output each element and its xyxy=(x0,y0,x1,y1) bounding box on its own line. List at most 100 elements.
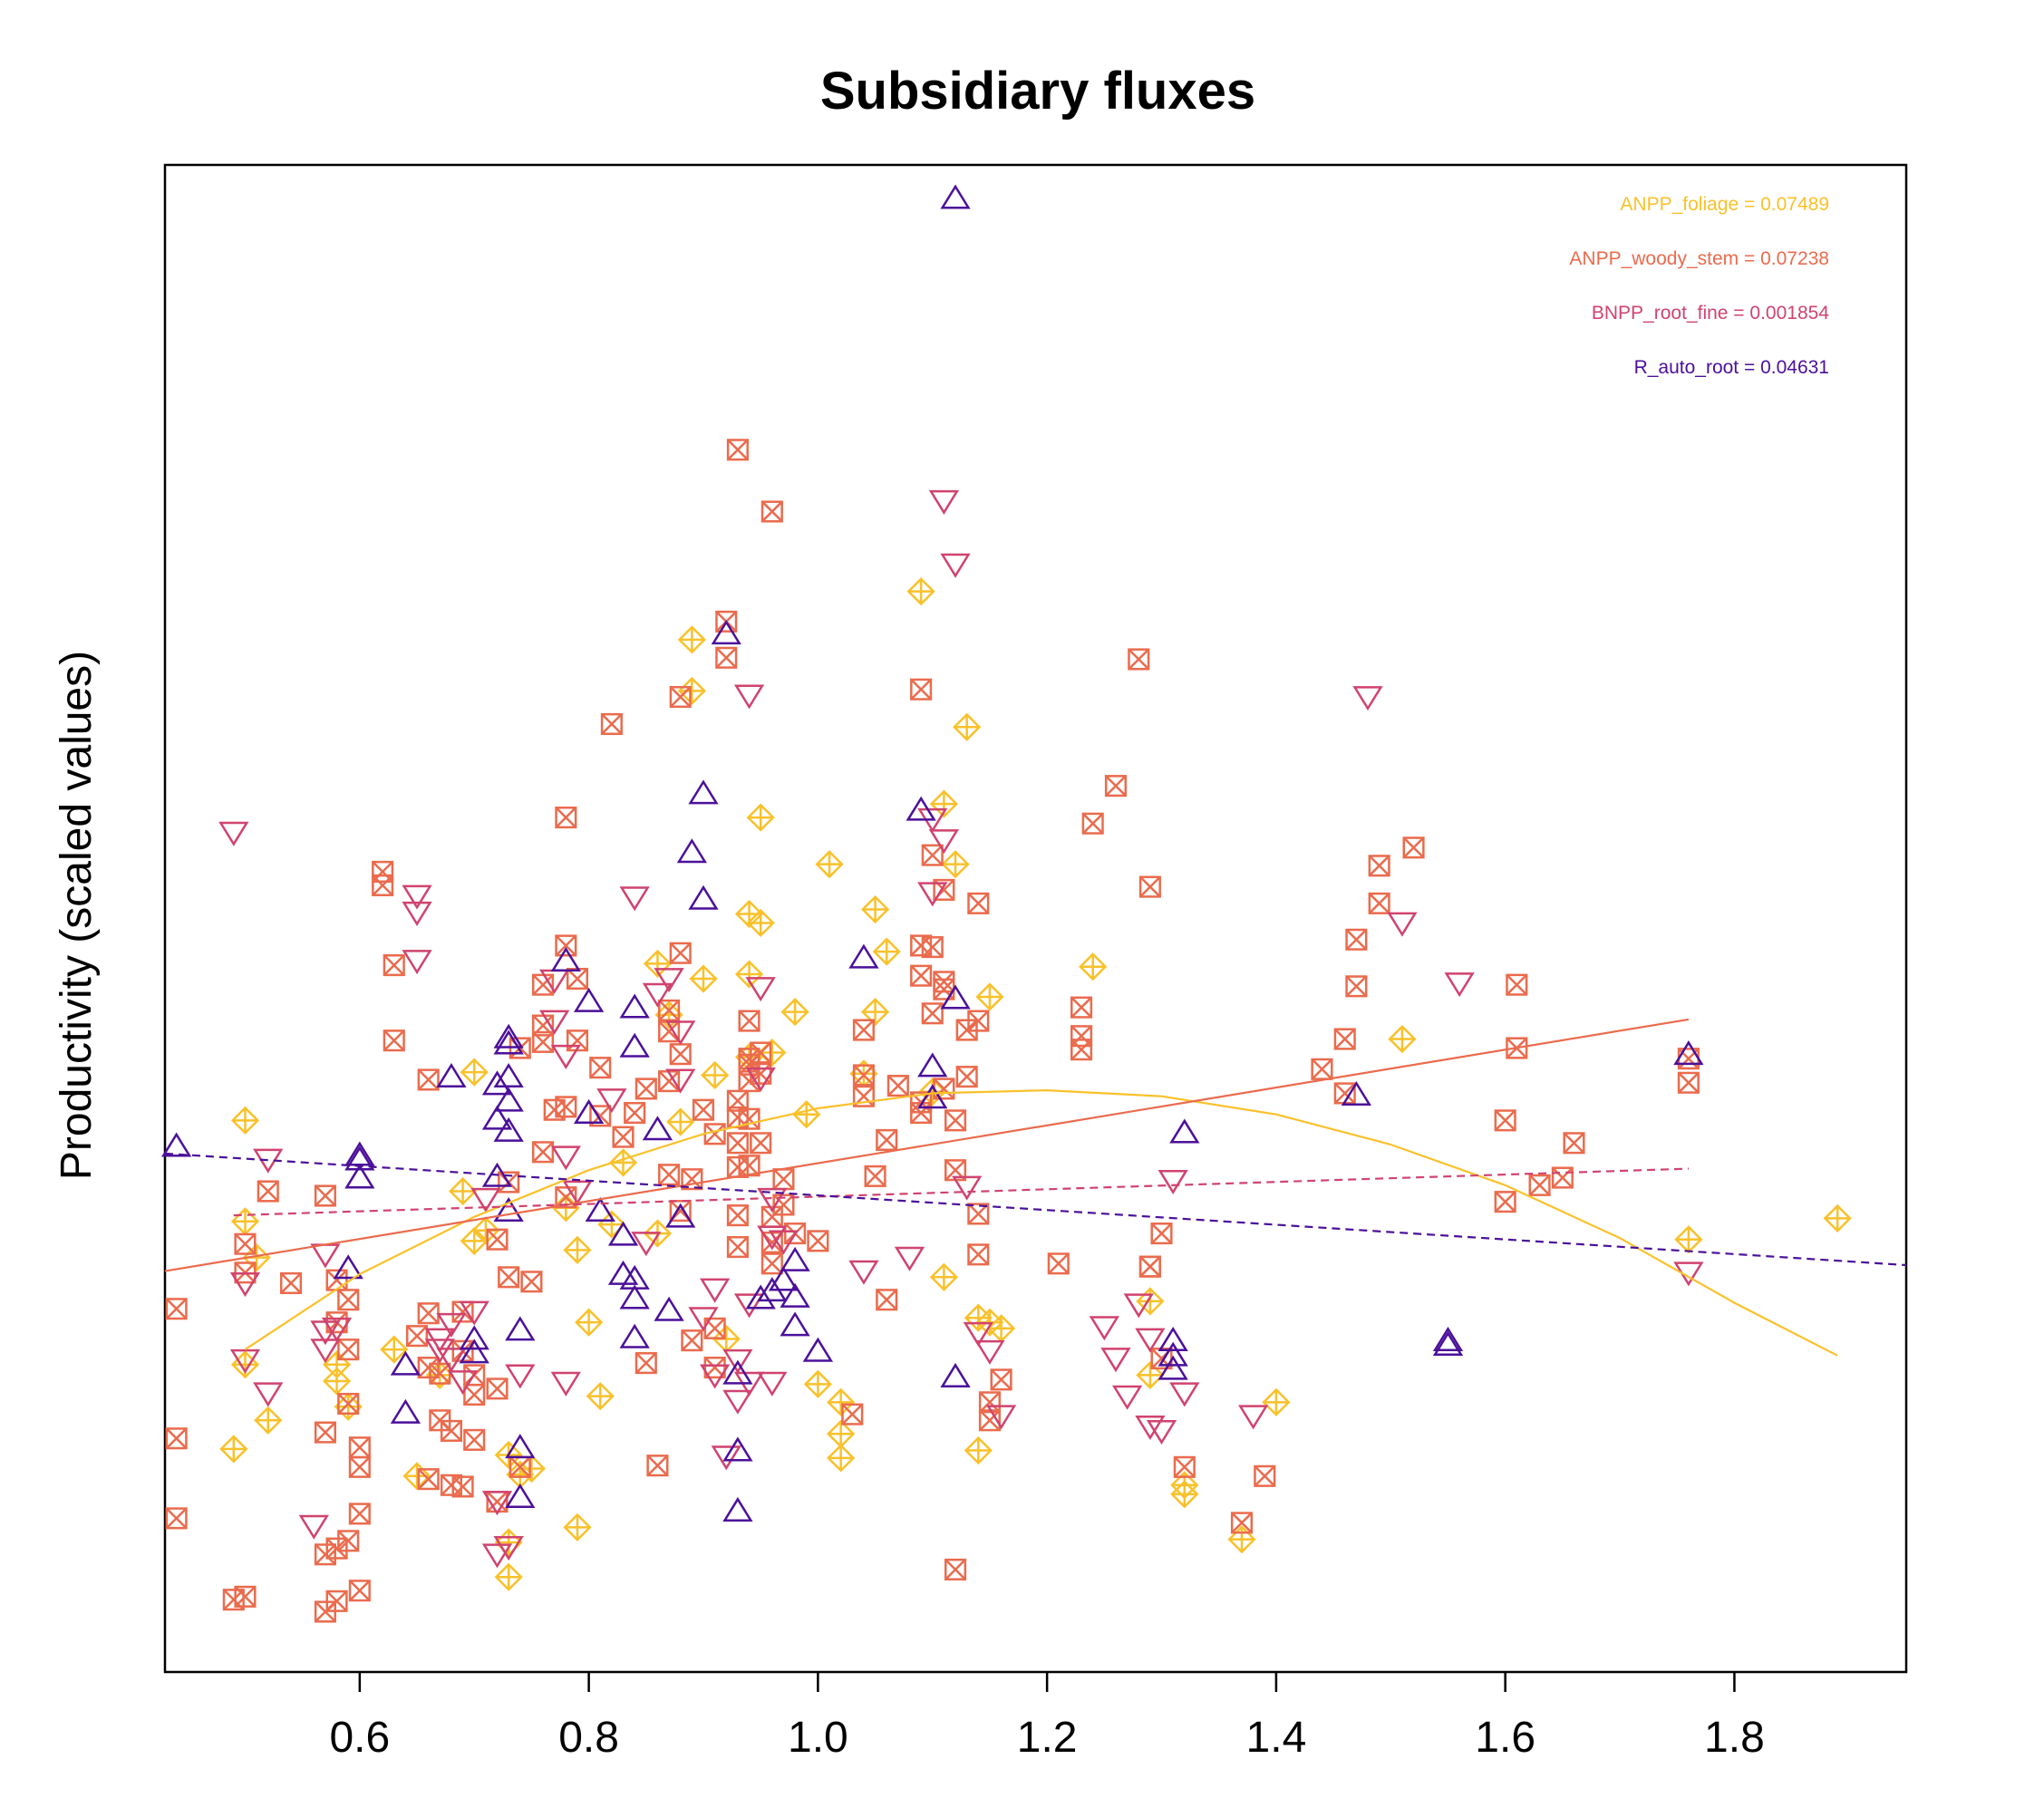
data-point xyxy=(967,892,990,914)
data-point xyxy=(481,1491,513,1516)
data-point xyxy=(562,1180,593,1205)
plot-frame xyxy=(163,163,1908,1674)
data-point xyxy=(1158,1341,1188,1367)
data-point xyxy=(505,1364,536,1389)
data-point xyxy=(906,796,936,821)
data-point xyxy=(929,1262,958,1291)
data-point xyxy=(344,1145,375,1171)
data-point xyxy=(1150,1223,1173,1245)
data-point xyxy=(1368,855,1390,877)
data-point xyxy=(481,1543,513,1569)
data-point xyxy=(402,950,432,975)
data-point xyxy=(493,1197,524,1223)
data-point xyxy=(1262,1387,1291,1416)
data-point xyxy=(699,1278,731,1303)
data-point xyxy=(940,553,971,578)
data-point xyxy=(337,1392,360,1416)
data-point xyxy=(405,1325,429,1348)
data-point xyxy=(876,1289,898,1311)
data-point xyxy=(1352,686,1383,711)
data-point xyxy=(827,1444,856,1473)
data-point xyxy=(848,943,879,969)
data-point xyxy=(619,1284,650,1310)
x-tick-label: 0.6 xyxy=(329,1714,390,1762)
data-point xyxy=(726,1235,749,1259)
data-point xyxy=(1158,1169,1188,1194)
data-point xyxy=(1333,1028,1356,1050)
data-point xyxy=(1494,1191,1516,1213)
data-point xyxy=(940,1362,971,1387)
data-point xyxy=(635,1078,657,1100)
data-point xyxy=(1146,1420,1177,1445)
data-point xyxy=(940,184,971,209)
data-point xyxy=(760,1252,783,1275)
data-point xyxy=(1341,1080,1372,1106)
data-point xyxy=(1563,1132,1585,1155)
data-point xyxy=(253,1382,284,1407)
data-point xyxy=(1673,1040,1704,1066)
data-point xyxy=(165,1298,188,1320)
data-point xyxy=(1528,1174,1551,1196)
data-point xyxy=(1173,1455,1196,1478)
data-point xyxy=(460,1058,489,1087)
data-point xyxy=(921,936,944,959)
data-point xyxy=(841,1403,864,1426)
data-point xyxy=(596,1088,627,1114)
data-point xyxy=(424,1339,455,1364)
data-point xyxy=(722,1348,753,1374)
data-point xyxy=(1345,975,1368,998)
data-point xyxy=(493,1536,524,1561)
data-point xyxy=(921,844,944,866)
data-point xyxy=(876,1128,898,1152)
data-point xyxy=(1368,892,1390,914)
trend-line-anpp-woody-stem xyxy=(164,1018,1690,1272)
data-point xyxy=(768,1230,799,1255)
data-point xyxy=(658,999,681,1021)
data-point xyxy=(1170,1480,1199,1509)
data-point xyxy=(827,1387,856,1416)
data-point xyxy=(1158,1327,1188,1352)
data-point xyxy=(852,1064,875,1087)
data-point xyxy=(726,1089,749,1112)
legend-entry: ANPP_foliage = 0.07489 xyxy=(1620,194,1829,215)
data-point xyxy=(699,1364,731,1389)
data-point xyxy=(745,977,776,1002)
data-point xyxy=(792,1100,821,1129)
data-point xyxy=(815,850,844,879)
data-point xyxy=(333,1254,363,1280)
series-anpp-woody-stem xyxy=(165,439,1700,1623)
data-point xyxy=(715,646,738,669)
legend-entry: R_auto_root = 0.04631 xyxy=(1634,357,1829,378)
data-point xyxy=(780,998,809,1027)
data-point xyxy=(563,1235,592,1264)
data-point xyxy=(772,1168,795,1191)
data-point xyxy=(463,1383,486,1406)
data-point xyxy=(555,807,577,829)
data-point xyxy=(917,1084,948,1109)
data-point xyxy=(757,1371,788,1397)
data-point xyxy=(848,1260,879,1285)
data-point xyxy=(701,1060,730,1090)
data-point xyxy=(886,1075,909,1097)
data-point xyxy=(417,1068,440,1091)
data-point xyxy=(1444,972,1475,998)
data-point xyxy=(711,620,741,645)
data-point xyxy=(654,1296,684,1321)
data-point xyxy=(750,1041,772,1064)
data-point xyxy=(772,1194,795,1216)
data-point xyxy=(1123,1293,1154,1319)
data-point xyxy=(459,1325,489,1350)
data-point xyxy=(1823,1203,1852,1233)
data-point xyxy=(612,1126,635,1148)
data-point xyxy=(607,1221,639,1246)
data-point xyxy=(585,1197,615,1223)
data-point xyxy=(586,1382,615,1411)
data-point xyxy=(1047,1252,1070,1275)
data-point xyxy=(1230,1512,1254,1534)
data-point xyxy=(1387,912,1418,937)
data-point xyxy=(681,1329,703,1352)
data-point xyxy=(1388,1024,1417,1054)
data-point xyxy=(738,1010,760,1032)
data-point xyxy=(711,1445,741,1471)
